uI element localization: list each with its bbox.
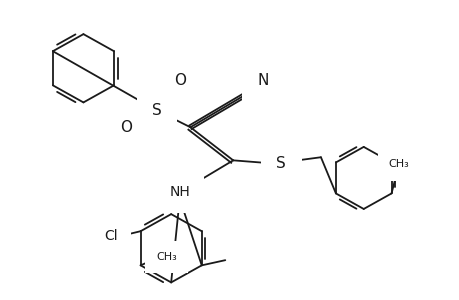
Text: O: O xyxy=(120,120,132,135)
Text: N: N xyxy=(257,73,268,88)
Text: O: O xyxy=(174,73,185,88)
Text: Cl: Cl xyxy=(104,230,117,243)
Text: CH₃: CH₃ xyxy=(156,252,176,262)
Text: NH: NH xyxy=(169,185,190,200)
Text: S: S xyxy=(152,103,162,118)
Text: S: S xyxy=(276,156,285,171)
Text: CH₃: CH₃ xyxy=(388,160,409,170)
